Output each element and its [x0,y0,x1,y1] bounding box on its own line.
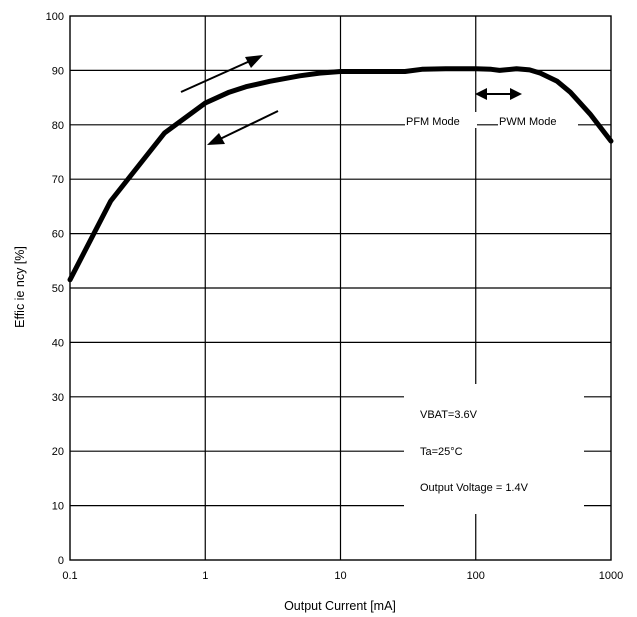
plot-frame [69,15,612,561]
y-axis-label: Effic ie ncy [%] [13,246,27,328]
plot-area [67,66,614,283]
y-tick-label: 80 [52,120,64,132]
load-decrease-arrow [207,110,279,145]
mode-boundary-arrow [475,88,522,100]
pwm-mode-label: PWM Mode [499,116,556,128]
y-tick-label: 100 [46,11,64,23]
condition-output-voltage: Output Voltage = 1.4V [420,482,529,494]
y-tick-label: 40 [52,337,64,349]
y-tick-label: 20 [52,446,64,458]
efficiency-curve [67,66,614,283]
x-tick-label: 1 [202,570,208,582]
x-tick-label: 100 [467,570,485,582]
x-tick-label: 0.1 [62,570,77,582]
x-tick-label: 10 [334,570,346,582]
conditions-box [404,384,584,514]
x-axis-label: Output Current [mA] [284,599,396,613]
y-tick-label: 0 [58,555,64,567]
tick-labels: 0 10 20 30 40 50 60 70 80 90 100 0.1 1 10 100 1000 [46,11,624,582]
y-tick-label: 50 [52,283,64,295]
y-tick-label: 30 [52,392,64,404]
condition-temperature: Ta=25°C [420,446,463,458]
y-tick-label: 10 [52,501,64,513]
y-tick-label: 60 [52,229,64,241]
load-increase-arrow [180,55,263,93]
pfm-mode-label: PFM Mode [406,116,460,128]
y-tick-label: 70 [52,174,64,186]
y-tick-label: 90 [52,65,64,77]
pfm-label-bg [405,112,477,128]
pwm-label-bg [498,112,578,128]
x-tick-label: 1000 [599,570,623,582]
condition-vbat: VBAT=3.6V [420,409,478,421]
